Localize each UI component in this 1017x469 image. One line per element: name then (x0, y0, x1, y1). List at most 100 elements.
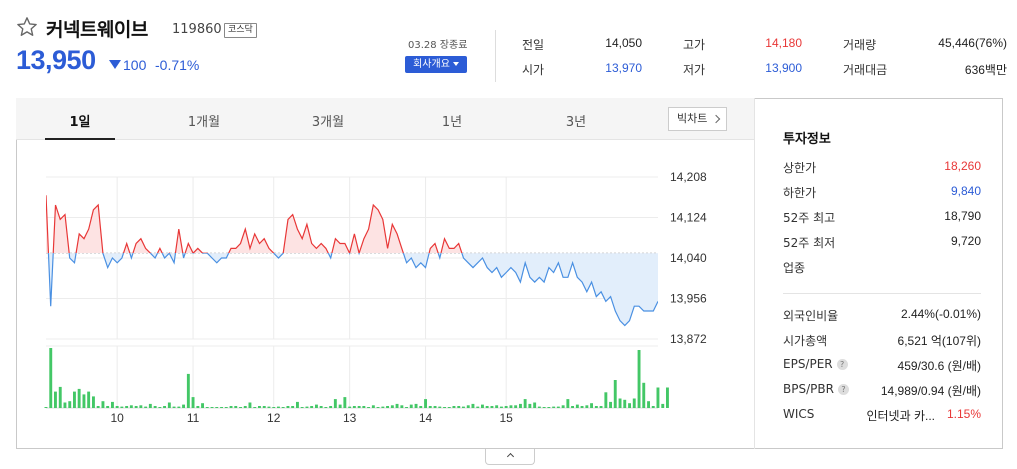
volume-bar (49, 348, 53, 408)
bps-pbr-label-text: BPS/PBR (783, 382, 834, 396)
volume-bar (348, 406, 352, 408)
volume-bar (500, 406, 503, 408)
volume-bar (172, 406, 176, 408)
volume-bar (632, 398, 636, 408)
help-icon[interactable]: ? (837, 384, 849, 395)
tab-1day[interactable]: 1일 (69, 115, 91, 130)
market-cap-value: 6,521 억(107위) (897, 334, 981, 348)
volume-bar (556, 406, 560, 408)
volume-bar (628, 403, 631, 408)
volume-bar (224, 407, 228, 408)
volume-bar (115, 406, 119, 408)
upper-limit-value: 18,260 (944, 159, 981, 173)
volume-bar (68, 401, 72, 408)
sector-label: 업종 (783, 261, 806, 275)
volume-bar (129, 405, 133, 408)
volume-bar (63, 402, 67, 408)
company-overview-button[interactable]: 회사개요 (405, 56, 467, 73)
volume-bar (277, 406, 280, 408)
volume-bar (661, 403, 665, 408)
volume-bar (566, 399, 570, 408)
upper-limit-label: 상한가 (783, 161, 817, 175)
volume-bar (205, 407, 209, 408)
week52-high-value: 18,790 (944, 209, 981, 223)
amount-label: 거래대금 (843, 63, 888, 77)
x-tick-label: 12 (267, 411, 281, 425)
lower-limit-label: 하한가 (783, 186, 817, 200)
volume-bar (315, 404, 318, 408)
bps-pbr-label: BPS/PBR? (783, 382, 849, 396)
volume-bar (376, 407, 380, 408)
volume-bar (509, 405, 513, 408)
tab-3years[interactable]: 3년 (565, 115, 587, 130)
volume-bar (367, 407, 370, 408)
low-value: 13,900 (765, 61, 802, 75)
foreign-ratio-value: 2.44%(-0.01%) (900, 307, 981, 321)
volume-bar (234, 406, 238, 408)
volume-bar (400, 405, 404, 408)
collapse-toggle[interactable] (485, 449, 535, 465)
volume-bar (547, 407, 551, 408)
volume-bar (120, 406, 124, 408)
volume-bar (220, 407, 223, 408)
price-line-up (46, 195, 463, 254)
volume-bar (419, 406, 423, 408)
volume-bar (338, 404, 342, 408)
wics-sector-link[interactable]: 인터넷과 카... (866, 409, 935, 423)
high-label: 고가 (683, 38, 706, 52)
volume-bar (409, 404, 413, 408)
investment-divider (783, 293, 981, 294)
tab-1year[interactable]: 1년 (441, 115, 463, 130)
volume-bar (424, 399, 427, 408)
volume-bar (343, 397, 347, 408)
volume-bar (267, 406, 271, 408)
eps-per-label: EPS/PER? (783, 357, 848, 371)
volume-bar (196, 406, 200, 408)
volume-bar (291, 406, 295, 408)
volume-bar (575, 404, 579, 408)
prev-close-value: 14,050 (605, 36, 642, 50)
volume-bar (571, 406, 574, 408)
volume-bar (125, 406, 129, 408)
volume-bar (134, 406, 138, 408)
big-chart-button[interactable]: 빅차트 (668, 107, 727, 131)
low-label: 저가 (683, 63, 706, 77)
volume-bar (167, 402, 171, 408)
area-below-reference (46, 253, 658, 326)
volume-bar (333, 399, 337, 408)
x-tick-label: 13 (343, 411, 357, 425)
volume-bar (647, 401, 650, 408)
chevron-up-icon (506, 452, 515, 461)
favorite-star-icon[interactable] (16, 16, 38, 38)
volume-bar (191, 397, 195, 408)
volume-bar (443, 407, 446, 408)
week52-low-value: 9,720 (950, 234, 981, 248)
volume-bar (296, 401, 299, 408)
volume-bar (300, 407, 304, 408)
volume-bar (329, 406, 333, 408)
volume-bar (390, 405, 394, 408)
market-badge: 코스닥 (224, 23, 257, 38)
volume-bar (642, 382, 646, 408)
volume-bar (324, 407, 328, 408)
volume-bar (262, 406, 266, 408)
volume-bar (163, 406, 166, 408)
help-icon[interactable]: ? (836, 359, 848, 370)
intraday-chart: 14,208 14,124 14,040 13,956 13,872 10 11 12 13 14… (44, 170, 707, 425)
company-overview-label: 회사개요 (413, 59, 450, 70)
volume-bar (519, 403, 522, 408)
tab-1month[interactable]: 1개월 (187, 115, 221, 130)
volume-bar (481, 404, 484, 408)
volume-bar (139, 405, 143, 408)
volume-bar (144, 406, 148, 408)
volume-bar (186, 373, 190, 408)
volume-bar (386, 406, 389, 408)
volume-bar (229, 406, 233, 408)
volume-bar (73, 391, 76, 408)
y-tick-label: 14,124 (670, 211, 707, 225)
period-tabs: 1일 1개월 3개월 1년 3년 (16, 98, 754, 140)
tab-3months[interactable]: 3개월 (311, 115, 345, 130)
eps-per-value: 459/30.6 (원/배) (897, 359, 981, 373)
volume-label: 거래량 (843, 38, 877, 52)
volume-bar (243, 406, 247, 408)
